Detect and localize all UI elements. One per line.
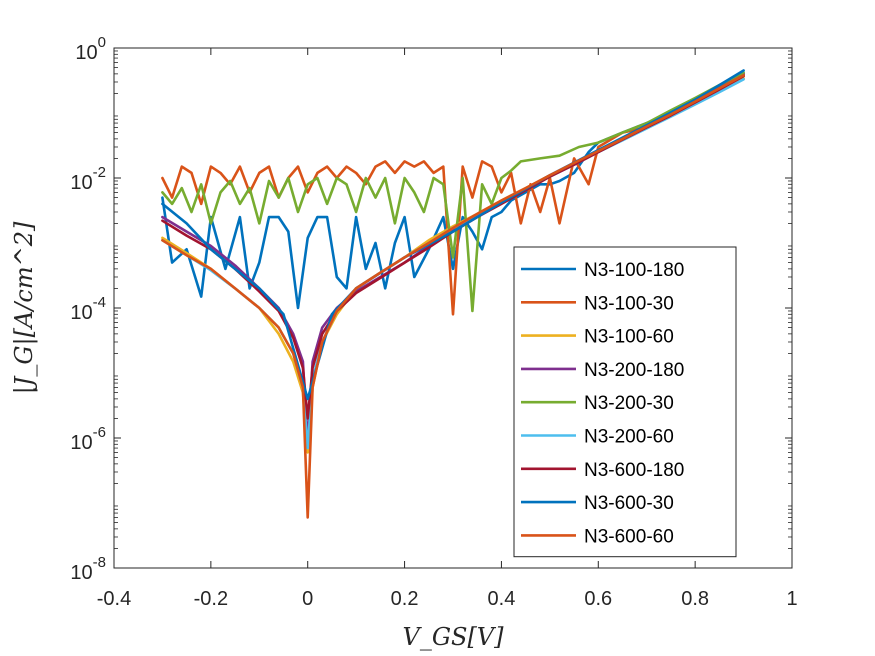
legend-label-n3-200-30: N3-200-30: [584, 393, 674, 414]
series-line-n3-100-30: [161, 72, 745, 316]
series-line-n3-600-60: [161, 74, 745, 519]
y-tick-label: 10-2: [70, 164, 106, 194]
series-line-n3-200-30: [161, 71, 745, 313]
y-axis-label-text: |J_G|[A/cm^2]: [10, 221, 39, 394]
y-tick-label: 10-8: [70, 554, 106, 584]
x-tick-label: -0.2: [194, 588, 228, 610]
series-layer: [161, 69, 745, 519]
x-tick-label: 0.8: [681, 588, 709, 610]
y-tick-label: 100: [75, 34, 106, 64]
x-axis-ticks: -0.4 -0.2 0 0.2 0.4 0.6 0.8 1: [97, 48, 798, 610]
y-axis-ticks: 10-8 10-6 10-4 10-2 100: [70, 34, 792, 584]
x-tick-label: 0: [302, 588, 313, 610]
legend-label-n3-200-180: N3-200-180: [584, 360, 684, 381]
legend-label-n3-600-30: N3-600-30: [584, 493, 674, 514]
x-axis-label: V_GS[V]: [402, 623, 504, 651]
legend-label-n3-600-180: N3-600-180: [584, 460, 684, 481]
x-tick-label: 0.4: [488, 588, 516, 610]
x-tick-label: 0.2: [391, 588, 419, 610]
y-tick-label: 10-6: [70, 424, 106, 454]
x-tick-label: 1: [786, 588, 797, 610]
y-axis-label: |J_G|[A/cm^2]: [10, 221, 39, 394]
legend-label-n3-200-60: N3-200-60: [584, 427, 674, 448]
x-axis-label-text: V_GS[V]: [402, 623, 504, 651]
legend-label-n3-100-30: N3-100-30: [584, 293, 674, 314]
x-tick-label: 0.6: [584, 588, 612, 610]
legend-label-n3-600-60: N3-600-60: [584, 526, 674, 547]
x-tick-label: -0.4: [97, 588, 131, 610]
y-tick-label: 10-4: [70, 294, 106, 324]
legend: N3-100-180 N3-100-30 N3-100-60 N3-200-180 N3…: [513, 246, 737, 558]
legend-label-n3-100-180: N3-100-180: [584, 260, 684, 281]
legend-label-n3-100-60: N3-100-60: [584, 327, 674, 348]
